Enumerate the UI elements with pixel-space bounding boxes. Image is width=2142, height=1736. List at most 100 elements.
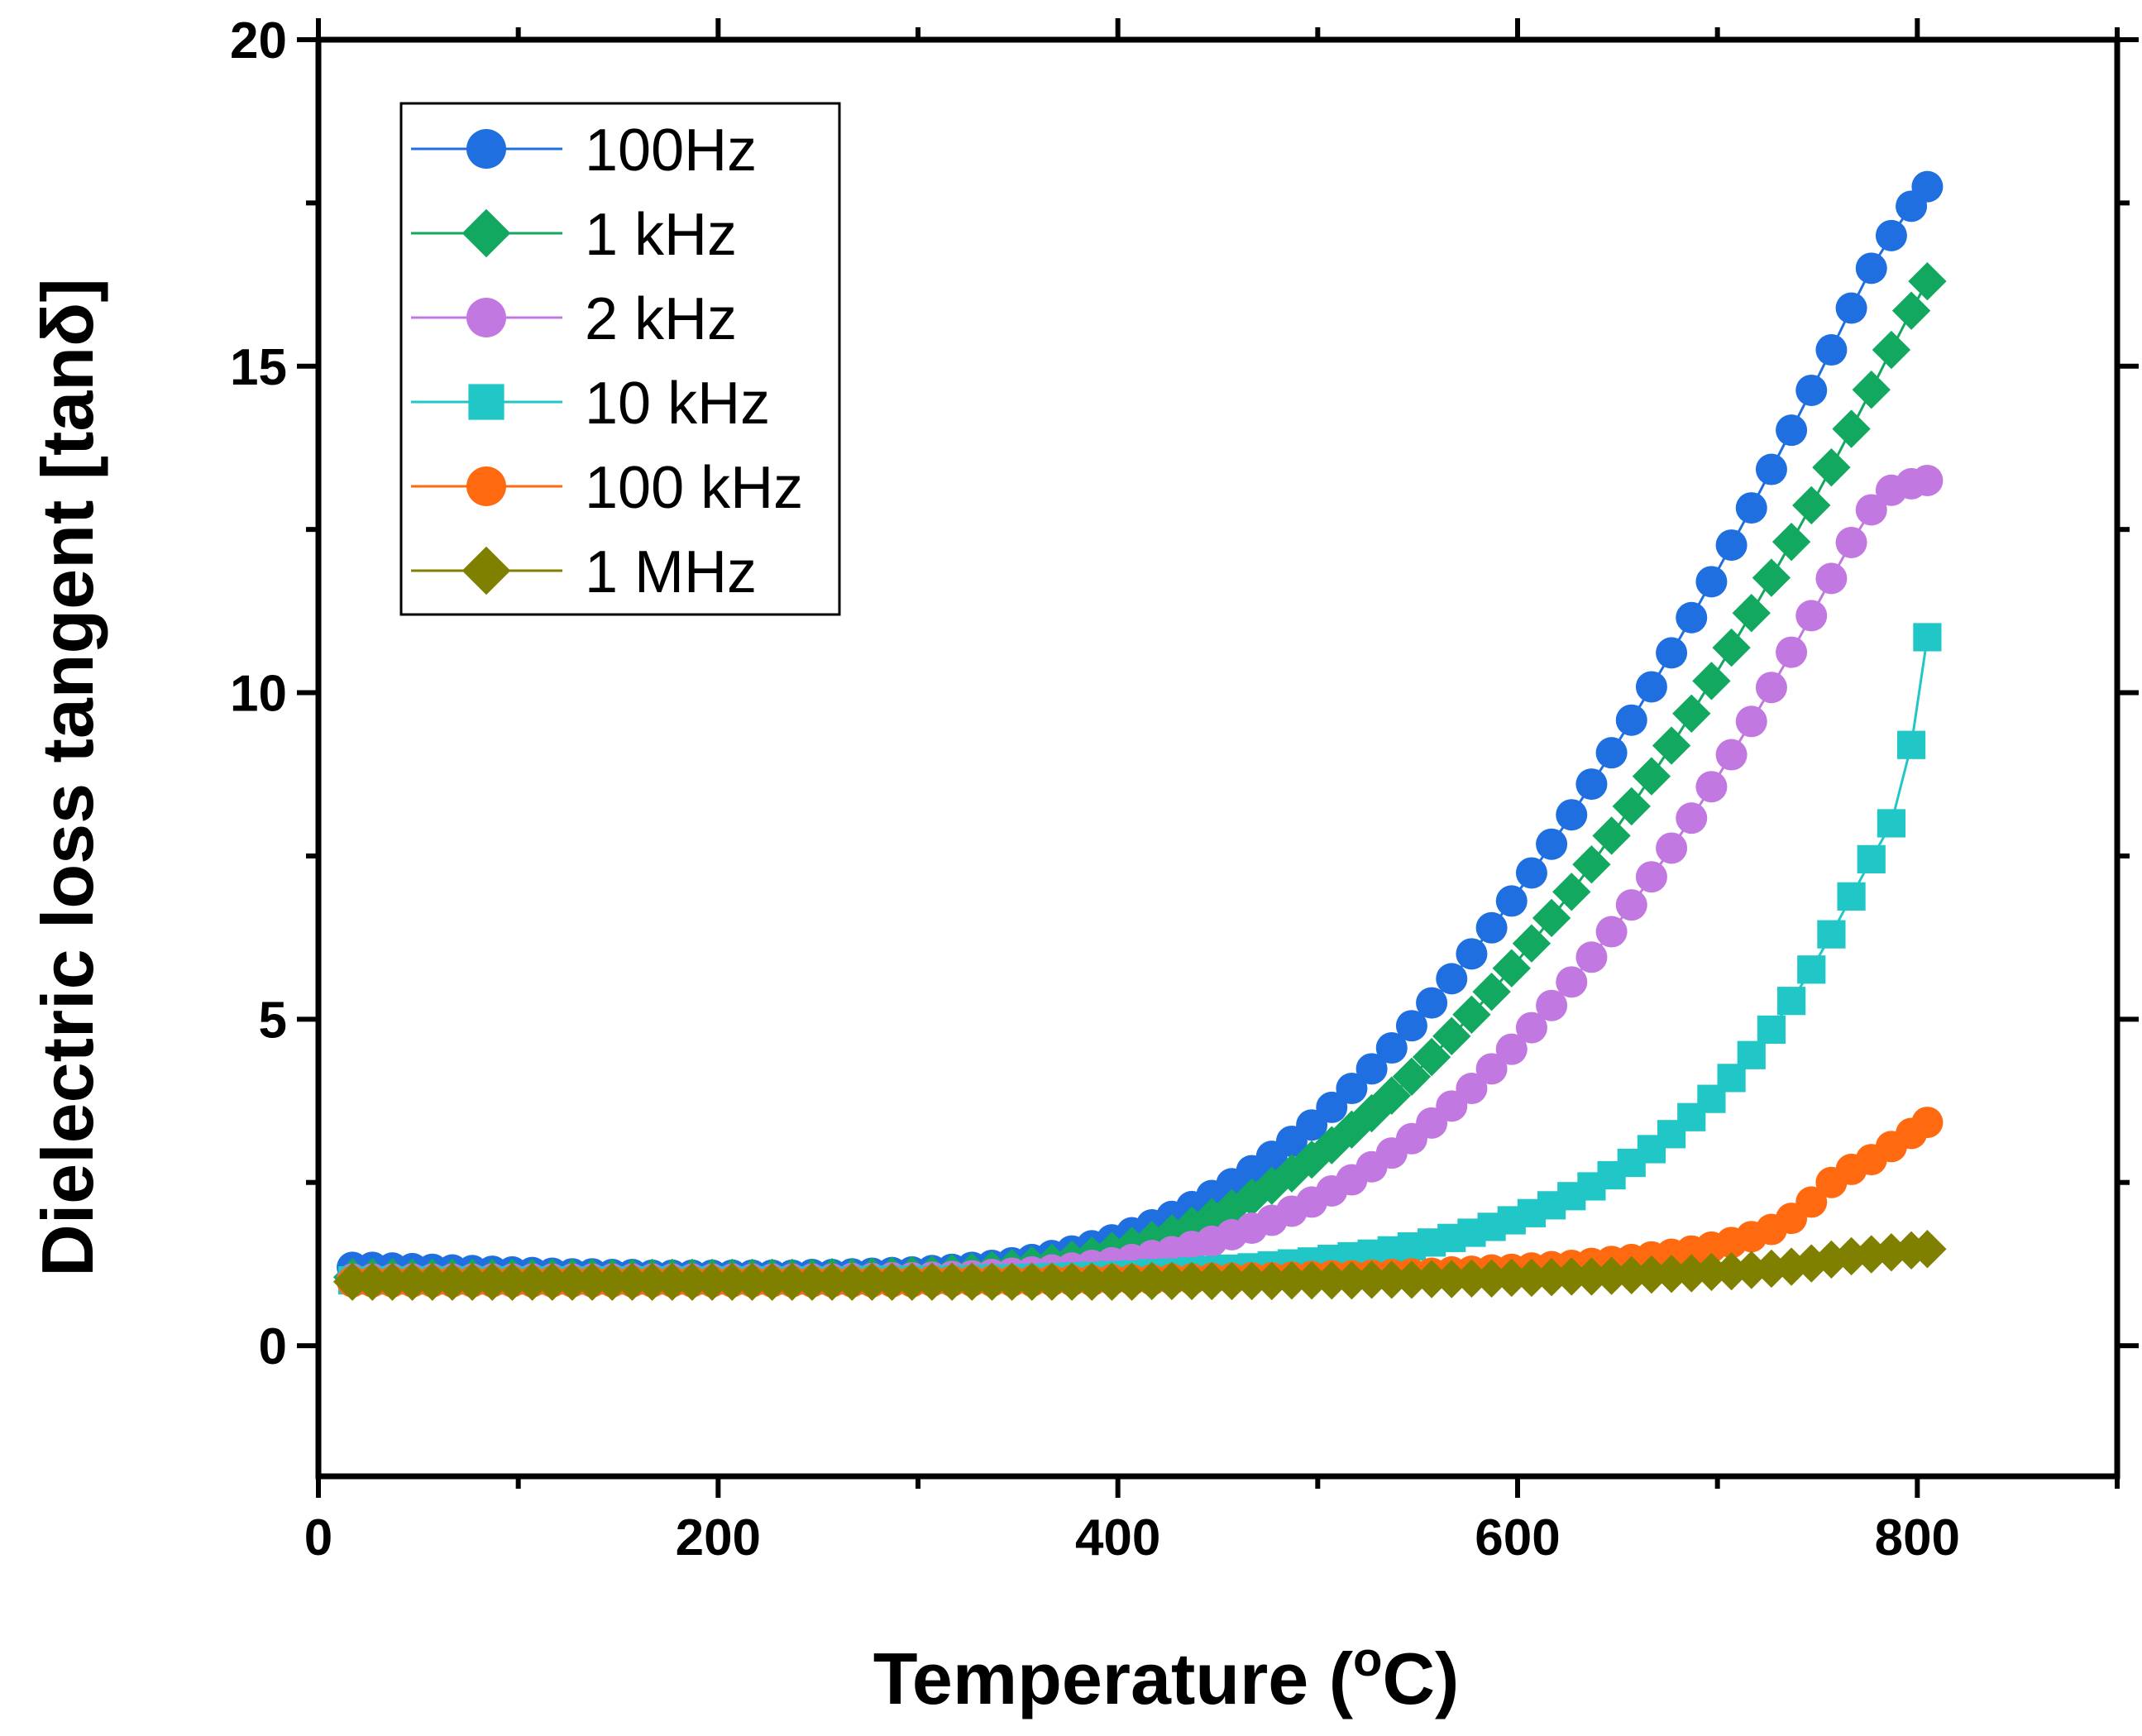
data-point — [1676, 802, 1708, 835]
data-point — [1515, 1011, 1547, 1044]
data-point — [1612, 1255, 1651, 1294]
data-point — [633, 1262, 672, 1301]
data-point — [1835, 526, 1867, 558]
data-point — [1857, 844, 1886, 873]
data-point — [1372, 1076, 1411, 1115]
data-point — [1911, 1107, 1944, 1139]
data-point — [1232, 1178, 1271, 1217]
data-point — [1911, 170, 1944, 203]
data-point — [1797, 955, 1826, 984]
data-point — [1112, 1262, 1151, 1301]
data-point — [1552, 1257, 1591, 1296]
data-point — [393, 1262, 432, 1301]
data-point — [1412, 1260, 1451, 1298]
data-point — [672, 1262, 712, 1301]
data-point — [1632, 1255, 1671, 1294]
data-point — [1795, 1186, 1828, 1218]
data-point — [853, 1262, 892, 1301]
data-point — [1495, 885, 1528, 917]
data-point — [1632, 757, 1671, 796]
data-point — [1272, 1260, 1312, 1300]
data-point — [1452, 995, 1491, 1034]
data-point — [1656, 832, 1688, 864]
data-point — [572, 1262, 612, 1301]
data-point — [1475, 1053, 1508, 1085]
data-point — [1595, 737, 1628, 769]
data-point — [1492, 949, 1531, 988]
x-tick-label: 200 — [676, 1509, 761, 1566]
data-point — [1475, 911, 1508, 944]
data-point — [1615, 704, 1647, 736]
data-point — [1835, 292, 1867, 324]
data-point — [1532, 898, 1571, 938]
x-axis-title: Temperature (oC) — [873, 1633, 1460, 1719]
data-point — [1052, 1262, 1092, 1301]
legend-box — [399, 102, 841, 616]
data-point — [1715, 739, 1748, 771]
legend-marker — [466, 466, 506, 506]
data-point — [833, 1262, 872, 1301]
data-point — [1771, 1247, 1811, 1286]
data-point — [1875, 219, 1907, 251]
data-point — [1572, 1257, 1611, 1296]
data-point — [1776, 987, 1806, 1016]
data-point — [1572, 845, 1611, 884]
data-point — [1855, 494, 1887, 526]
data-point — [1272, 1154, 1312, 1193]
data-point — [1292, 1260, 1332, 1300]
data-point — [1752, 558, 1791, 597]
data-point — [493, 1262, 532, 1301]
data-point — [1355, 1053, 1388, 1085]
data-point — [713, 1262, 752, 1301]
data-point — [1492, 1258, 1531, 1298]
data-point — [1672, 694, 1711, 733]
data-point — [353, 1262, 392, 1301]
data-point — [533, 1262, 571, 1301]
x-axis-title-main: Temperature ( — [873, 1638, 1354, 1719]
data-point — [1416, 987, 1448, 1019]
data-point — [1913, 623, 1942, 652]
data-point — [892, 1262, 931, 1301]
data-point — [1692, 662, 1731, 701]
data-point — [1635, 671, 1667, 703]
data-point — [1852, 371, 1891, 409]
data-point — [692, 1262, 732, 1301]
y-tick-label: 15 — [230, 339, 287, 396]
data-point — [413, 1262, 452, 1301]
data-point — [1612, 787, 1651, 826]
data-point — [1715, 529, 1748, 562]
legend-label: 100 kHz — [585, 455, 803, 521]
data-point — [1515, 857, 1547, 889]
data-point — [1336, 1073, 1368, 1105]
data-point — [1512, 1258, 1552, 1298]
data-point — [1152, 1214, 1192, 1253]
data-point — [1695, 771, 1728, 803]
data-point — [1312, 1126, 1351, 1165]
data-point — [1212, 1261, 1251, 1301]
data-point — [812, 1262, 852, 1301]
legend-label: 2 kHz — [585, 286, 737, 352]
data-point — [1352, 1260, 1391, 1299]
data-point — [1432, 1016, 1471, 1056]
legend-marker — [466, 129, 506, 169]
data-point — [733, 1262, 772, 1301]
data-point — [1452, 1259, 1491, 1298]
data-point — [1456, 1073, 1488, 1105]
data-point — [992, 1262, 1031, 1301]
data-point — [1193, 1198, 1231, 1236]
data-point — [1073, 1262, 1112, 1301]
data-point — [1795, 600, 1828, 632]
data-point — [593, 1262, 632, 1301]
data-point — [1776, 414, 1808, 447]
data-point — [1755, 672, 1787, 704]
legend-marker — [468, 384, 504, 420]
data-point — [1815, 562, 1848, 595]
data-point — [912, 1262, 952, 1301]
series-4 — [337, 623, 1942, 1295]
legend-marker — [466, 298, 506, 337]
data-point — [1692, 1252, 1731, 1292]
data-point — [1855, 252, 1887, 285]
legend-item-4: 10 kHz — [411, 371, 770, 437]
data-point — [1032, 1262, 1072, 1301]
